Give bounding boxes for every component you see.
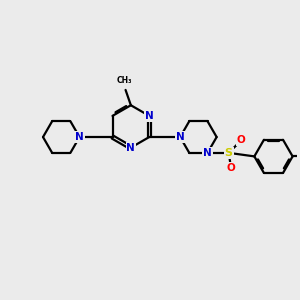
Text: N: N xyxy=(145,111,154,121)
Text: N: N xyxy=(75,132,84,142)
Text: N: N xyxy=(176,132,184,142)
Text: CH₃: CH₃ xyxy=(116,76,132,85)
Text: N: N xyxy=(127,142,135,153)
Text: O: O xyxy=(227,163,236,173)
Text: N: N xyxy=(203,148,212,158)
Text: S: S xyxy=(225,148,233,158)
Text: O: O xyxy=(237,136,245,146)
